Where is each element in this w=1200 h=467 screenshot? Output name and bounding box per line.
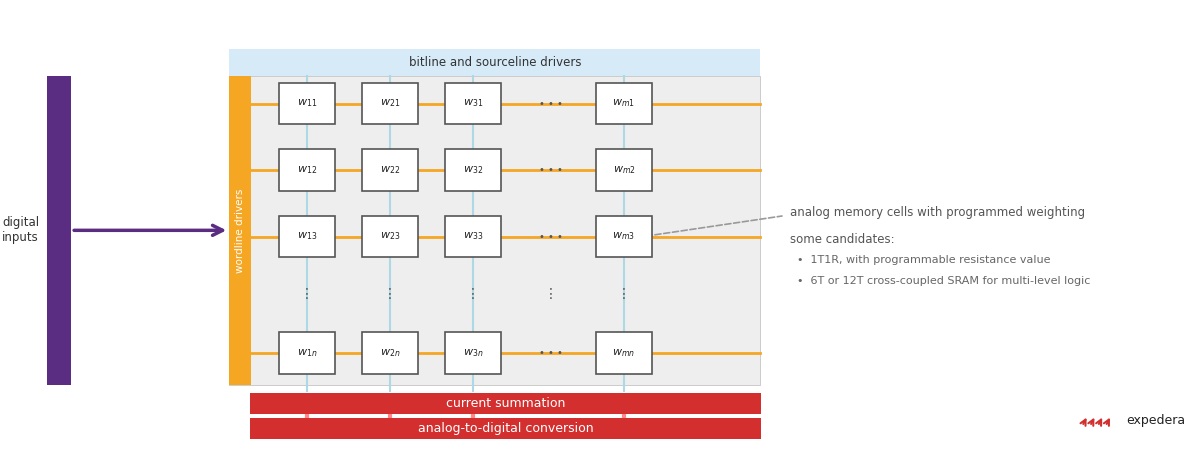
Text: $w_{32}$: $w_{32}$ xyxy=(463,164,482,176)
Text: analog memory cells with programmed weighting: analog memory cells with programmed weig… xyxy=(790,206,1085,219)
Text: • • •: • • • xyxy=(539,232,563,241)
Text: $w_{22}$: $w_{22}$ xyxy=(380,164,400,176)
Text: wordline drivers: wordline drivers xyxy=(235,188,245,273)
Text: $w_{23}$: $w_{23}$ xyxy=(380,231,400,242)
FancyBboxPatch shape xyxy=(229,50,761,76)
FancyBboxPatch shape xyxy=(250,418,761,439)
Text: ⋮: ⋮ xyxy=(466,288,480,301)
Text: $w_{m2}$: $w_{m2}$ xyxy=(612,164,635,176)
Text: some candidates:: some candidates: xyxy=(790,233,894,246)
FancyBboxPatch shape xyxy=(445,216,500,257)
FancyBboxPatch shape xyxy=(229,76,251,385)
FancyBboxPatch shape xyxy=(445,83,500,124)
FancyBboxPatch shape xyxy=(596,333,652,374)
Text: digital outputs: digital outputs xyxy=(460,458,551,467)
FancyBboxPatch shape xyxy=(280,216,335,257)
Text: • • •: • • • xyxy=(539,99,563,108)
FancyBboxPatch shape xyxy=(596,83,652,124)
FancyBboxPatch shape xyxy=(280,333,335,374)
Text: •  6T or 12T cross-coupled SRAM for multi-level logic: • 6T or 12T cross-coupled SRAM for multi… xyxy=(798,276,1091,286)
FancyBboxPatch shape xyxy=(280,83,335,124)
FancyBboxPatch shape xyxy=(445,149,500,191)
Text: $w_{33}$: $w_{33}$ xyxy=(463,231,484,242)
Text: ⋮: ⋮ xyxy=(544,288,558,301)
FancyBboxPatch shape xyxy=(362,83,418,124)
Text: ⋮: ⋮ xyxy=(617,288,631,301)
Text: ⋮: ⋮ xyxy=(300,288,314,301)
Text: • • •: • • • xyxy=(539,348,563,358)
Text: $w_{12}$: $w_{12}$ xyxy=(298,164,317,176)
Text: $w_{21}$: $w_{21}$ xyxy=(380,98,400,109)
FancyBboxPatch shape xyxy=(229,76,761,385)
Text: bitline and sourceline drivers: bitline and sourceline drivers xyxy=(408,56,581,69)
Text: $w_{11}$: $w_{11}$ xyxy=(298,98,317,109)
Text: $w_{1n}$: $w_{1n}$ xyxy=(296,347,317,359)
Text: • • •: • • • xyxy=(539,165,563,175)
Text: ⋮: ⋮ xyxy=(383,288,397,301)
FancyBboxPatch shape xyxy=(250,393,761,414)
Text: $w_{13}$: $w_{13}$ xyxy=(298,231,317,242)
FancyBboxPatch shape xyxy=(362,216,418,257)
Text: digital
inputs: digital inputs xyxy=(2,216,40,244)
Text: •  1T1R, with programmable resistance value: • 1T1R, with programmable resistance val… xyxy=(798,255,1051,266)
FancyBboxPatch shape xyxy=(596,149,652,191)
FancyBboxPatch shape xyxy=(362,333,418,374)
Text: $w_{3n}$: $w_{3n}$ xyxy=(463,347,484,359)
Text: $w_{31}$: $w_{31}$ xyxy=(463,98,484,109)
FancyBboxPatch shape xyxy=(47,76,71,385)
Text: analog-to-digital conversion: analog-to-digital conversion xyxy=(418,422,593,435)
Text: $w_{m1}$: $w_{m1}$ xyxy=(612,98,635,109)
Text: $w_{mn}$: $w_{mn}$ xyxy=(612,347,636,359)
Text: $w_{m3}$: $w_{m3}$ xyxy=(612,231,636,242)
FancyBboxPatch shape xyxy=(250,453,761,467)
Text: current summation: current summation xyxy=(446,397,565,410)
FancyBboxPatch shape xyxy=(596,216,652,257)
Text: expedera: expedera xyxy=(1126,414,1186,427)
Text: $w_{2n}$: $w_{2n}$ xyxy=(379,347,401,359)
FancyBboxPatch shape xyxy=(280,149,335,191)
FancyBboxPatch shape xyxy=(445,333,500,374)
FancyBboxPatch shape xyxy=(362,149,418,191)
